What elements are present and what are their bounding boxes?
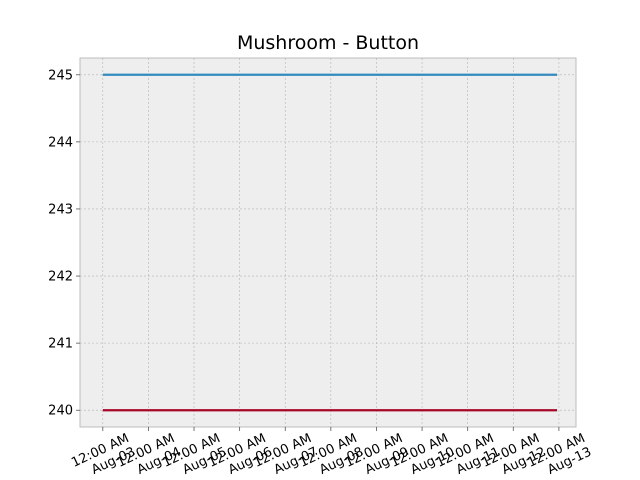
- chart-title: Mushroom - Button: [237, 32, 419, 54]
- y-tick-label: 241: [48, 337, 73, 352]
- series-lines: [102, 73, 557, 412]
- gridlines: [80, 58, 576, 427]
- y-tick-label: 245: [48, 68, 73, 83]
- y-tick-label: 240: [48, 404, 73, 419]
- y-tick-label: 244: [48, 135, 73, 150]
- plot-area: [79, 57, 577, 428]
- y-axis-ticks: 240 241 242 243 244 245: [48, 68, 80, 419]
- y-tick-label: 243: [48, 202, 73, 217]
- y-tick-label: 242: [48, 270, 73, 285]
